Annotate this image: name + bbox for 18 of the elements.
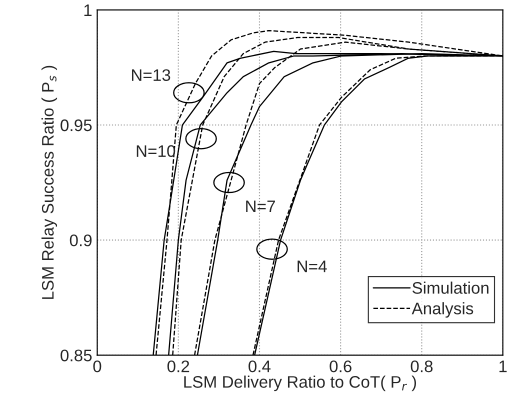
- x-tick-label: 0.2: [167, 360, 190, 372]
- y-tick-label: 0.85: [60, 350, 92, 362]
- annotation: N=13: [132, 69, 170, 82]
- y-tick-label: 1: [84, 4, 92, 16]
- y-tick-label: 0.95: [60, 119, 92, 132]
- annotation: N=10: [136, 145, 176, 157]
- annotation: N=4: [298, 260, 327, 272]
- x-tick-label: 0: [93, 360, 102, 372]
- x-tick-label: 0.8: [410, 360, 433, 372]
- y-axis-title: LSM Relay Success Ratio ( P$_{s}$ ): [42, 66, 58, 299]
- annotation: N=7: [246, 200, 275, 212]
- legend-label: Simulation: [412, 282, 488, 294]
- y-tick-label: 0.9: [70, 234, 92, 246]
- x-axis-title: LSM Delivery Ratio to CoT( P$_{r}$ ): [184, 376, 416, 392]
- legend-label: Analysis: [412, 302, 474, 318]
- x-tick-label: 0.4: [248, 360, 271, 372]
- x-tick-label: 1: [499, 360, 507, 372]
- x-tick-label: 0.6: [330, 360, 352, 372]
